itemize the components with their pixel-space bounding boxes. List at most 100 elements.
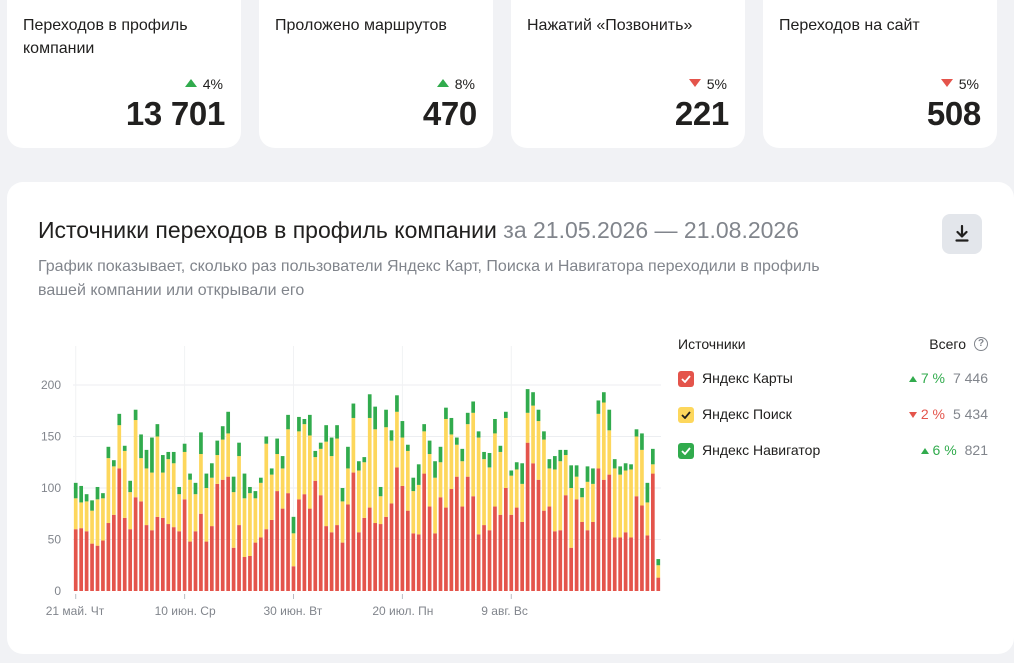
bar-navigator[interactable]	[248, 486, 252, 494]
checkbox-navigator[interactable]	[678, 443, 694, 459]
bar-navigator[interactable]	[395, 395, 399, 412]
bar-search[interactable]	[356, 470, 361, 533]
bar-navigator[interactable]	[569, 465, 574, 488]
bar-navigator[interactable]	[95, 486, 100, 500]
bar-maps[interactable]	[139, 501, 143, 591]
bar-maps[interactable]	[378, 524, 383, 591]
bar-search[interactable]	[95, 499, 100, 546]
bar-search[interactable]	[531, 405, 535, 464]
bar-search[interactable]	[280, 468, 285, 509]
bar-search[interactable]	[574, 476, 579, 500]
bar-maps[interactable]	[438, 497, 443, 591]
bar-navigator[interactable]	[209, 463, 214, 478]
legend-item-navigator[interactable]: Яндекс Навигатор 6 % 821	[678, 441, 988, 461]
bar-search[interactable]	[171, 463, 176, 528]
bar-maps[interactable]	[340, 542, 345, 591]
bar-search[interactable]	[209, 477, 214, 527]
bar-search[interactable]	[150, 472, 154, 531]
bar-maps[interactable]	[275, 491, 280, 591]
bar-navigator[interactable]	[640, 433, 644, 450]
bar-maps[interactable]	[177, 531, 182, 591]
bar-navigator[interactable]	[438, 446, 443, 463]
bar-maps[interactable]	[449, 489, 454, 591]
bar-navigator[interactable]	[166, 451, 171, 460]
bar-maps[interactable]	[580, 521, 584, 591]
bar-maps[interactable]	[160, 517, 165, 591]
bar-search[interactable]	[542, 439, 546, 511]
bar-maps[interactable]	[248, 555, 252, 591]
bar-search[interactable]	[618, 474, 623, 538]
bar-search[interactable]	[324, 441, 329, 527]
bar-search[interactable]	[297, 431, 301, 500]
bar-maps[interactable]	[209, 526, 214, 591]
bar-navigator[interactable]	[493, 418, 497, 434]
bar-maps[interactable]	[297, 499, 301, 591]
bar-navigator[interactable]	[84, 494, 89, 502]
bar-maps[interactable]	[552, 531, 557, 591]
bar-search[interactable]	[449, 434, 454, 490]
bar-navigator[interactable]	[405, 444, 410, 451]
bar-maps[interactable]	[640, 505, 644, 591]
bar-search[interactable]	[160, 472, 165, 518]
bar-search[interactable]	[111, 466, 116, 515]
bar-navigator[interactable]	[536, 409, 541, 422]
bar-maps[interactable]	[525, 442, 530, 591]
bar-navigator[interactable]	[367, 394, 372, 418]
bar-maps[interactable]	[509, 514, 514, 591]
bar-navigator[interactable]	[558, 449, 563, 462]
bar-maps[interactable]	[618, 537, 623, 591]
bar-search[interactable]	[569, 488, 574, 548]
bar-navigator[interactable]	[487, 452, 492, 468]
bar-maps[interactable]	[411, 533, 416, 591]
bar-navigator[interactable]	[144, 449, 149, 469]
bar-navigator[interactable]	[160, 455, 165, 473]
bar-search[interactable]	[90, 510, 94, 544]
bar-maps[interactable]	[291, 566, 296, 591]
bar-navigator[interactable]	[444, 407, 448, 419]
bar-maps[interactable]	[416, 534, 421, 591]
bar-search[interactable]	[384, 427, 388, 517]
bar-navigator[interactable]	[324, 425, 329, 442]
bar-maps[interactable]	[454, 476, 459, 591]
bar-maps[interactable]	[547, 506, 552, 591]
bar-maps[interactable]	[171, 527, 176, 591]
bar-maps[interactable]	[128, 529, 133, 591]
bar-navigator[interactable]	[645, 482, 650, 503]
bar-search[interactable]	[106, 458, 111, 524]
bar-navigator[interactable]	[307, 414, 312, 436]
bar-search[interactable]	[302, 424, 307, 495]
bar-maps[interactable]	[487, 530, 492, 591]
bar-search[interactable]	[395, 411, 399, 468]
bar-search[interactable]	[427, 454, 432, 507]
bar-search[interactable]	[133, 420, 138, 498]
bar-navigator[interactable]	[356, 461, 361, 471]
bar-navigator[interactable]	[291, 516, 296, 534]
bar-navigator[interactable]	[106, 446, 111, 459]
bar-maps[interactable]	[503, 488, 508, 591]
bar-navigator[interactable]	[199, 432, 203, 455]
bar-maps[interactable]	[237, 525, 241, 591]
bar-navigator[interactable]	[384, 409, 388, 428]
bar-maps[interactable]	[329, 532, 334, 591]
bar-search[interactable]	[514, 469, 519, 508]
bar-maps[interactable]	[400, 485, 405, 591]
bar-navigator[interactable]	[601, 392, 606, 403]
bar-navigator[interactable]	[111, 460, 116, 467]
bar-search[interactable]	[629, 469, 633, 538]
bar-maps[interactable]	[444, 507, 448, 591]
bar-navigator[interactable]	[449, 417, 454, 435]
bar-navigator[interactable]	[422, 424, 427, 432]
bar-maps[interactable]	[204, 541, 209, 591]
bar-maps[interactable]	[280, 508, 285, 591]
bar-search[interactable]	[471, 412, 476, 497]
bar-search[interactable]	[166, 459, 171, 525]
bar-search[interactable]	[650, 464, 655, 474]
bar-search[interactable]	[215, 455, 220, 484]
bar-navigator[interactable]	[150, 437, 154, 473]
bar-search[interactable]	[476, 437, 481, 535]
bar-navigator[interactable]	[585, 466, 590, 482]
bar-search[interactable]	[346, 468, 350, 505]
bar-search[interactable]	[79, 502, 84, 529]
bar-search[interactable]	[493, 433, 497, 507]
bar-navigator[interactable]	[525, 389, 530, 413]
